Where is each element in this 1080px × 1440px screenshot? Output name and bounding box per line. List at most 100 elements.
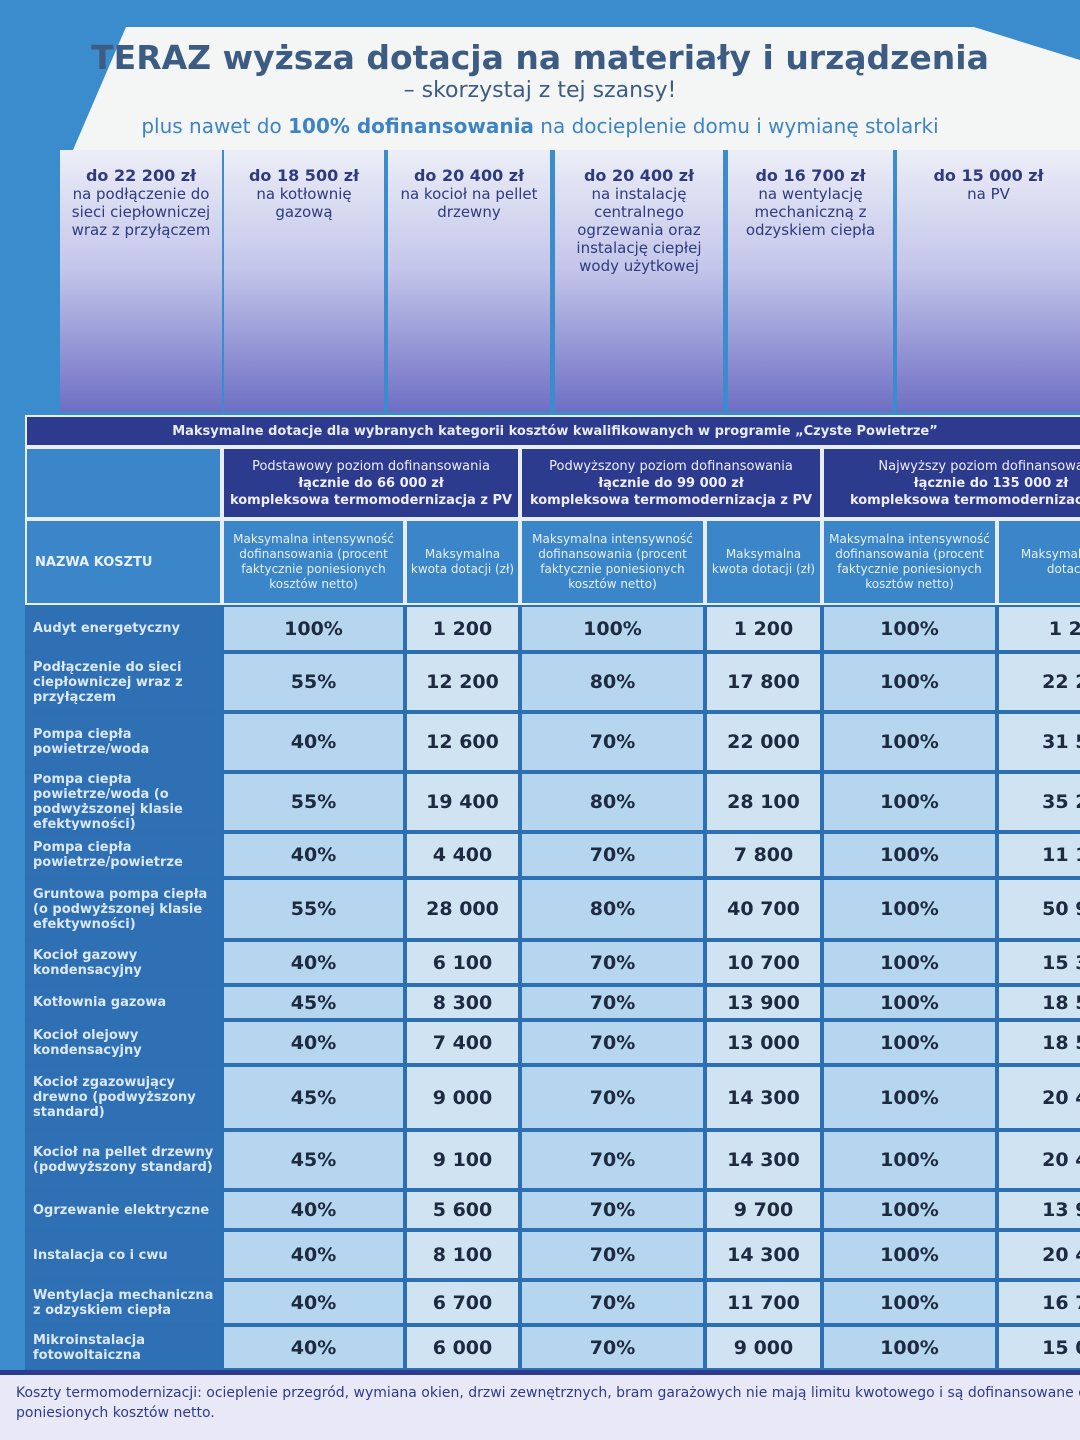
panel-amount: do 20 400 zł xyxy=(583,166,695,185)
percent-cell: 70% xyxy=(520,1190,705,1230)
amount-cell: 28 100 xyxy=(705,772,822,832)
percent-cell: 70% xyxy=(520,712,705,772)
amount-cell: 4 400 xyxy=(405,832,520,878)
amount-cell: 15 300 xyxy=(997,940,1080,985)
amount-cell: 40 700 xyxy=(705,878,822,940)
level-scope: kompleksowa termomodernizacja z PV xyxy=(529,492,813,508)
percent-cell: 100% xyxy=(822,940,997,985)
cost-name: Audyt energetyczny xyxy=(25,605,222,652)
percent-cell: 100% xyxy=(822,1065,997,1130)
percent-cell: 100% xyxy=(520,605,705,652)
amount-cell: 20 400 xyxy=(997,1065,1080,1130)
amount-cell: 14 300 xyxy=(705,1065,822,1130)
amount-cell: 16 700 xyxy=(997,1280,1080,1325)
cost-name: Ogrzewanie elektryczne xyxy=(25,1190,222,1230)
percent-cell: 40% xyxy=(222,832,405,878)
percent-cell: 40% xyxy=(222,712,405,772)
amount-cell: 35 200 xyxy=(997,772,1080,832)
panel-amount: do 20 400 zł xyxy=(413,166,525,185)
table-caption: Maksymalne dotacje dla wybranych kategor… xyxy=(25,415,1080,447)
panel: do 20 400 zł na kocioł na pellet drzewny xyxy=(388,150,550,412)
level-name: Podwyższony poziom dofinansowania xyxy=(549,458,793,474)
cost-name: Kocioł gazowy kondensacyjny xyxy=(25,940,222,985)
percent-cell: 100% xyxy=(822,652,997,712)
percent-cell: 45% xyxy=(222,985,405,1020)
amount-header: Maksymalna kwota dotacji (zł) xyxy=(405,519,520,605)
amount-cell: 1 200 xyxy=(405,605,520,652)
amount-cell: 9 100 xyxy=(405,1130,520,1190)
percent-header: Maksymalna intensywność dofinansowania (… xyxy=(520,519,705,605)
promo-bold: 100% dofinansowania xyxy=(288,114,534,138)
cost-name: Pompa ciepła powietrze/woda xyxy=(25,712,222,772)
percent-cell: 100% xyxy=(822,1020,997,1065)
cost-name: Podłączenie do sieci ciepłowniczej wraz … xyxy=(25,652,222,712)
level-scope: kompleksowa termomodernizacja z PV xyxy=(849,492,1080,508)
percent-cell: 100% xyxy=(822,605,997,652)
amount-cell: 19 400 xyxy=(405,772,520,832)
percent-cell: 100% xyxy=(822,878,997,940)
percent-cell: 45% xyxy=(222,1065,405,1130)
level-scope: kompleksowa termomodernizacja z PV xyxy=(229,492,513,508)
panel-label: na instalację centralnego ogrzewania ora… xyxy=(576,185,702,275)
percent-cell: 100% xyxy=(822,985,997,1020)
panel-label: na kotłownię gazową xyxy=(256,185,352,221)
amount-cell: 17 800 xyxy=(705,652,822,712)
level-name: Najwyższy poziom dofinansowania xyxy=(878,458,1080,474)
promo-text: plus nawet do xyxy=(141,114,289,138)
panel-amount: do 16 700 zł xyxy=(755,166,866,185)
amount-cell: 6 100 xyxy=(405,940,520,985)
cost-name: Kocioł olejowy kondensacyjny xyxy=(25,1020,222,1065)
panel-amount: do 18 500 zł xyxy=(248,166,360,185)
name-header: NAZWA KOSZTU xyxy=(25,519,222,605)
amount-cell: 8 300 xyxy=(405,985,520,1020)
level-name: Podstawowy poziom dofinansowania xyxy=(252,458,490,474)
amount-cell: 13 900 xyxy=(997,1190,1080,1230)
percent-cell: 70% xyxy=(520,832,705,878)
cost-name: Pompa ciepła powietrze/woda (o podwyższo… xyxy=(25,772,222,832)
footer-text: Koszty termomodernizacji: ocieplenie prz… xyxy=(16,1385,1080,1421)
promo: plus nawet do 100% dofinansowania na doc… xyxy=(0,114,1080,138)
amount-cell: 13 900 xyxy=(705,985,822,1020)
percent-cell: 70% xyxy=(520,1230,705,1280)
percent-cell: 55% xyxy=(222,652,405,712)
amount-cell: 1 200 xyxy=(705,605,822,652)
amount-cell: 7 400 xyxy=(405,1020,520,1065)
percent-cell: 40% xyxy=(222,1230,405,1280)
percent-cell: 70% xyxy=(520,1325,705,1370)
amount-cell: 1 200 xyxy=(997,605,1080,652)
level-total: łącznie do 135 000 zł xyxy=(913,475,1069,491)
amount-cell: 18 500 xyxy=(997,1020,1080,1065)
level-total: łącznie do 99 000 zł xyxy=(598,475,744,491)
amount-cell: 50 900 xyxy=(997,878,1080,940)
amount-cell: 10 700 xyxy=(705,940,822,985)
percent-cell: 70% xyxy=(520,985,705,1020)
percent-cell: 100% xyxy=(822,1130,997,1190)
cost-name: Kocioł na pellet drzewny (podwyższony st… xyxy=(25,1130,222,1190)
amount-header: Maksymalna kwota dotacji (zł) xyxy=(997,519,1080,605)
level-header: Podstawowy poziom dofinansowania łącznie … xyxy=(222,447,520,519)
amount-cell: 20 400 xyxy=(997,1230,1080,1280)
amount-cell: 28 000 xyxy=(405,878,520,940)
header-band xyxy=(73,27,1080,150)
panel-amount: do 22 200 zł xyxy=(85,166,197,185)
percent-cell: 40% xyxy=(222,940,405,985)
percent-cell: 40% xyxy=(222,1325,405,1370)
panel-label: na podłączenie do sieci ciepłowniczej wr… xyxy=(71,185,211,239)
panel-amount: do 15 000 zł xyxy=(933,166,1044,185)
cost-name: Mikroinstalacja fotowoltaiczna xyxy=(25,1325,222,1370)
amount-cell: 14 300 xyxy=(705,1230,822,1280)
amount-cell: 22 000 xyxy=(705,712,822,772)
amount-cell: 8 100 xyxy=(405,1230,520,1280)
amount-cell: 9 700 xyxy=(705,1190,822,1230)
panel-label: na wentylację mechaniczną z odzyskiem ci… xyxy=(745,185,876,239)
percent-cell: 40% xyxy=(222,1020,405,1065)
amount-cell: 13 000 xyxy=(705,1020,822,1065)
amount-cell: 20 400 xyxy=(997,1130,1080,1190)
panel: do 16 700 zł na wentylację mechaniczną z … xyxy=(728,150,893,412)
amount-cell: 12 200 xyxy=(405,652,520,712)
header-blank xyxy=(25,447,222,519)
percent-cell: 70% xyxy=(520,1065,705,1130)
panel-label: na kocioł na pellet drzewny xyxy=(400,185,538,221)
amount-cell: 11 700 xyxy=(705,1280,822,1325)
percent-cell: 100% xyxy=(822,1230,997,1280)
